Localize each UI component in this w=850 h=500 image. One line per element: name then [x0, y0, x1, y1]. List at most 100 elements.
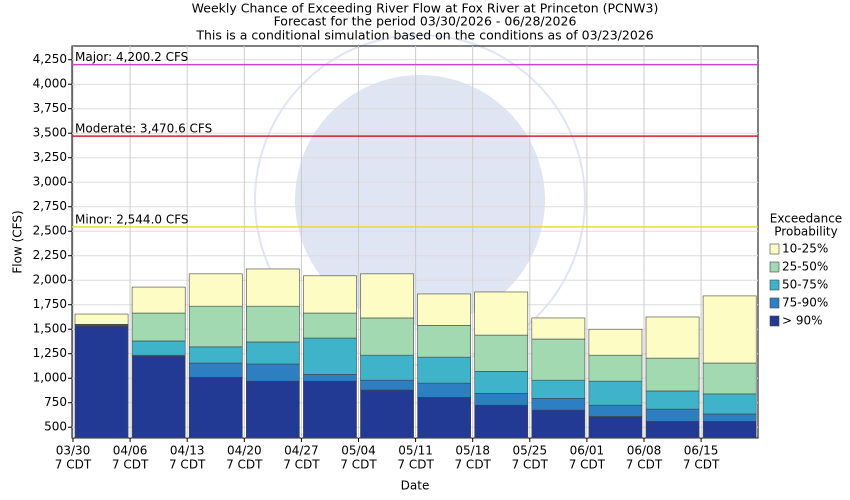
y-tick-label: 1,500: [33, 322, 67, 336]
y-tick-label: 1,000: [33, 371, 67, 385]
x-tick-time: 7 CDT: [454, 458, 491, 472]
bar-segment: [246, 380, 300, 439]
bar-segment: [702, 413, 757, 422]
bar-segment: [360, 379, 414, 391]
bar-segment: [74, 325, 129, 439]
x-tick-time: 7 CDT: [112, 458, 149, 472]
bar-segment: [303, 337, 357, 375]
x-tick-label: 04/06: [113, 444, 148, 458]
x-axis-label: Date: [401, 479, 430, 493]
bar-segment: [417, 324, 472, 358]
bar-segment: [645, 408, 700, 422]
chart-subtitle: Forecast for the period 03/30/2026 - 06/…: [274, 14, 577, 29]
x-tick-label: 04/27: [284, 444, 319, 458]
bar-segment: [417, 293, 472, 326]
legend-label: 50-75%: [782, 278, 828, 292]
legend-swatch: [769, 297, 780, 309]
bar-segment: [246, 341, 300, 365]
legend-swatch: [769, 279, 780, 291]
bar-segment: [246, 268, 300, 307]
bar-segment: [474, 404, 529, 439]
x-tick-time: 7 CDT: [512, 458, 549, 472]
y-tick-label: 1,750: [33, 297, 67, 311]
bar-segment: [474, 393, 529, 406]
bar-segment: [588, 404, 643, 417]
y-tick-label: 3,500: [33, 126, 67, 140]
bar-segment: [531, 338, 586, 381]
bar-segment: [131, 340, 186, 356]
y-tick-label: 2,250: [33, 248, 67, 262]
x-tick-time: 7 CDT: [683, 458, 720, 472]
bar-segment: [531, 317, 586, 340]
y-tick-label: 750: [44, 395, 67, 409]
x-tick-time: 7 CDT: [226, 458, 263, 472]
bar-segment: [474, 291, 529, 336]
y-tick-label: 3,750: [33, 101, 67, 115]
threshold-label: Moderate: 3,470.6 CFS: [75, 122, 212, 136]
bar-segment: [417, 356, 472, 384]
bar-segment: [360, 389, 414, 439]
x-tick-time: 7 CDT: [340, 458, 377, 472]
x-tick-label: 06/15: [684, 444, 719, 458]
bar-segment: [360, 354, 414, 381]
x-tick-label: 05/25: [513, 444, 548, 458]
bar-segment: [303, 380, 357, 439]
bar-segment: [246, 305, 300, 343]
bar-segment: [702, 421, 757, 439]
x-tick-time: 7 CDT: [55, 458, 92, 472]
bar-segment: [588, 328, 643, 356]
x-tick-label: 04/13: [170, 444, 205, 458]
bar-segment: [188, 273, 243, 307]
y-tick-label: 3,000: [33, 175, 67, 189]
y-tick-label: 4,250: [33, 52, 67, 66]
threshold-label: Major: 4,200.2 CFS: [75, 50, 188, 64]
x-tick-time: 7 CDT: [169, 458, 206, 472]
bar-segment: [702, 295, 757, 364]
x-tick-time: 7 CDT: [283, 458, 320, 472]
bar-segment: [531, 379, 586, 399]
bar-segment: [645, 390, 700, 410]
chart-title: Weekly Chance of Exceeding River Flow at…: [192, 1, 659, 16]
y-tick-label: 2,750: [33, 199, 67, 213]
bar-segment: [246, 363, 300, 382]
y-axis-label: Flow (CFS): [11, 210, 25, 273]
x-tick-time: 7 CDT: [626, 458, 663, 472]
legend-label: > 90%: [782, 314, 823, 328]
bar-segment: [531, 398, 586, 411]
legend-label: 10-25%: [782, 242, 828, 256]
x-tick-label: 05/04: [341, 444, 376, 458]
bar-segment: [131, 286, 186, 314]
bar-segment: [645, 421, 700, 439]
bar-segment: [702, 362, 757, 395]
bar-segment: [417, 382, 472, 398]
bar-segment: [645, 357, 700, 392]
bar-segment: [531, 409, 586, 439]
bar-segment: [588, 354, 643, 382]
bar-segment: [588, 380, 643, 406]
bar-segment: [474, 334, 529, 372]
x-tick-label: 04/20: [227, 444, 262, 458]
bar-segment: [188, 305, 243, 348]
chart-subtitle: This is a conditional simulation based o…: [195, 28, 653, 43]
legend-swatch: [769, 315, 780, 327]
legend-swatch: [769, 243, 780, 255]
x-tick-label: 05/18: [455, 444, 490, 458]
bar-segment: [303, 312, 357, 339]
x-tick-label: 06/01: [570, 444, 605, 458]
bar-segment: [131, 312, 186, 342]
legend-title: Probability: [774, 225, 837, 239]
bar-segment: [188, 346, 243, 364]
legend-label: 75-90%: [782, 296, 828, 310]
y-tick-label: 3,250: [33, 150, 67, 164]
bar-segment: [188, 376, 243, 439]
x-tick-time: 7 CDT: [569, 458, 606, 472]
bar-segment: [474, 371, 529, 394]
bar-segment: [360, 273, 414, 319]
bar-segment: [645, 316, 700, 359]
bar-segment: [131, 355, 186, 439]
legend-label: 25-50%: [782, 260, 828, 274]
bar-segment: [188, 362, 243, 378]
y-tick-label: 4,000: [33, 77, 67, 91]
bar-segment: [74, 313, 129, 325]
